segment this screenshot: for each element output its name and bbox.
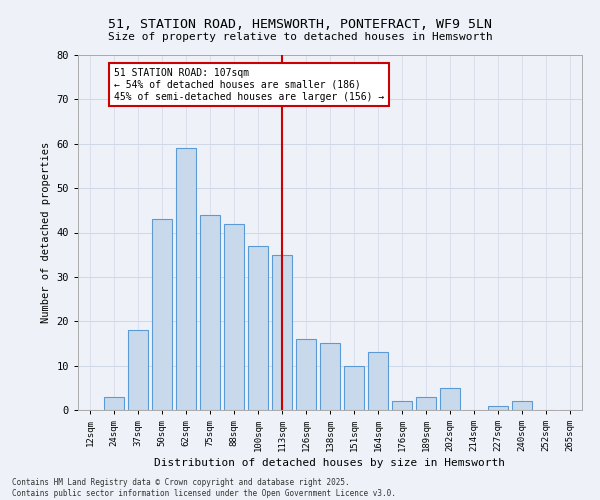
Bar (368, 352, 388, 410)
Bar (392, 401, 412, 410)
Bar (296, 339, 316, 410)
Bar (320, 344, 340, 410)
Bar (344, 366, 364, 410)
Bar (272, 254, 292, 410)
Bar (224, 224, 244, 410)
Bar (512, 401, 532, 410)
Bar (248, 246, 268, 410)
Bar (488, 406, 508, 410)
Bar (200, 215, 220, 410)
Bar (128, 330, 148, 410)
Bar (104, 396, 124, 410)
Text: Contains HM Land Registry data © Crown copyright and database right 2025.
Contai: Contains HM Land Registry data © Crown c… (12, 478, 396, 498)
Bar (152, 219, 172, 410)
Y-axis label: Number of detached properties: Number of detached properties (41, 142, 51, 323)
Bar (440, 388, 460, 410)
Bar (416, 396, 436, 410)
X-axis label: Distribution of detached houses by size in Hemsworth: Distribution of detached houses by size … (155, 458, 505, 468)
Bar (176, 148, 196, 410)
Text: 51, STATION ROAD, HEMSWORTH, PONTEFRACT, WF9 5LN: 51, STATION ROAD, HEMSWORTH, PONTEFRACT,… (108, 18, 492, 30)
Text: 51 STATION ROAD: 107sqm
← 54% of detached houses are smaller (186)
45% of semi-d: 51 STATION ROAD: 107sqm ← 54% of detache… (114, 68, 384, 102)
Text: Size of property relative to detached houses in Hemsworth: Size of property relative to detached ho… (107, 32, 493, 42)
